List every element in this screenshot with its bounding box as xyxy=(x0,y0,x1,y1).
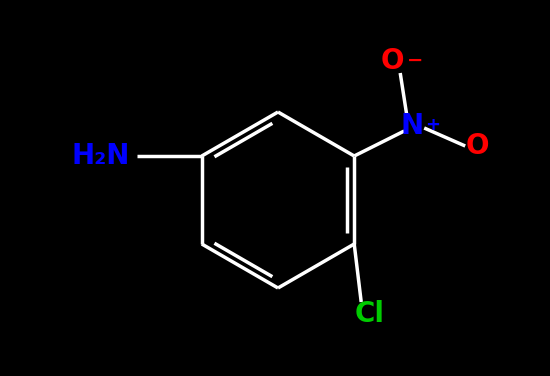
Text: +: + xyxy=(425,116,440,134)
Text: O: O xyxy=(465,132,489,160)
Text: −: − xyxy=(407,51,424,70)
Text: O: O xyxy=(381,47,404,75)
Text: N: N xyxy=(400,112,424,140)
Text: H₂N: H₂N xyxy=(72,142,130,170)
Text: Cl: Cl xyxy=(354,300,384,328)
